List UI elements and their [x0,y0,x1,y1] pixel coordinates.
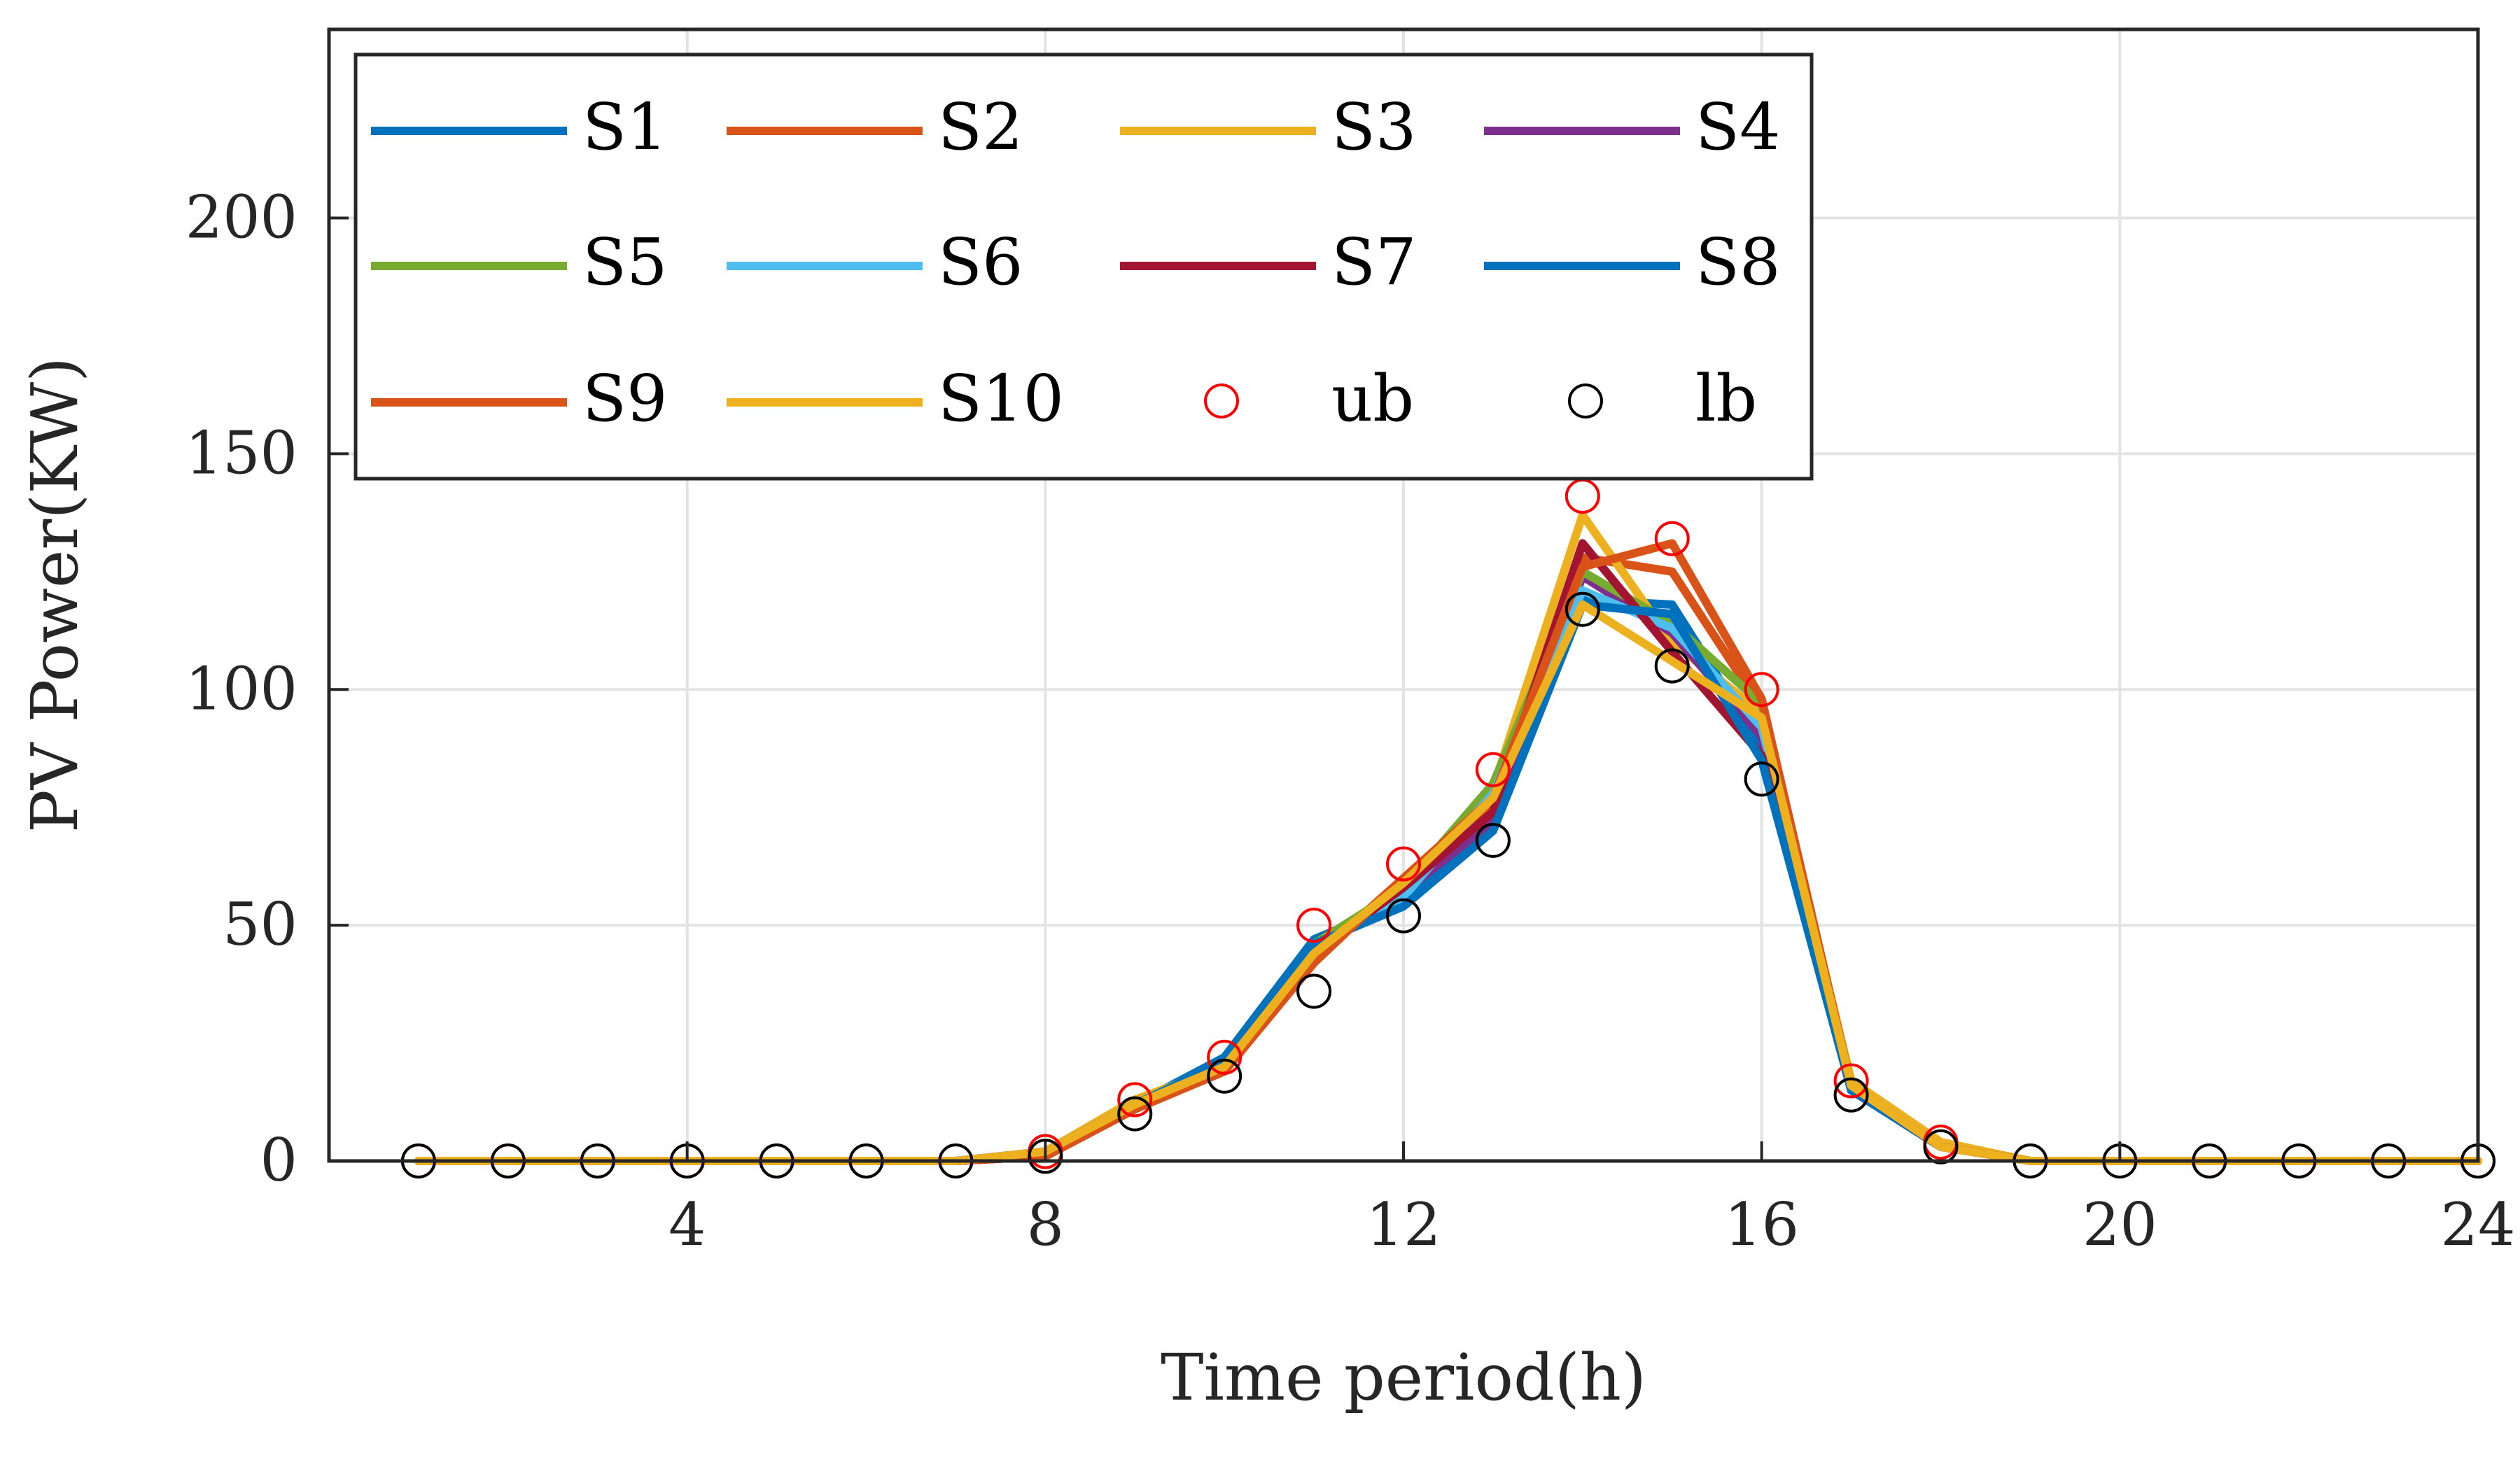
legend-label-s8: S8 [1695,225,1781,300]
legend-label-s4: S4 [1695,90,1781,164]
ub-marker [1207,1039,1242,1075]
legend-label-lb: lb [1695,361,1757,436]
ub-marker [1654,521,1690,556]
lb-marker [1207,1058,1242,1094]
x-tick-label: 4 [668,1190,706,1259]
lb-marker [1833,1077,1869,1113]
lb-marker [1923,1129,1959,1164]
lb-marker [1744,761,1779,797]
ub-marker [1833,1063,1869,1099]
ub-marker [1386,846,1421,882]
legend-label-s2: S2 [938,90,1023,164]
lb-marker [1296,973,1332,1009]
lb-marker [1028,1139,1063,1174]
lb-marker [1564,591,1600,627]
legend-label-s9: S9 [582,361,668,436]
y-tick-label: 200 [186,183,298,252]
ub-marker [1475,752,1511,787]
legend-label-s1: S1 [582,90,668,164]
ub-marker [1117,1082,1153,1118]
lb-marker [1117,1096,1153,1132]
legend-label-ub: ub [1331,361,1414,436]
legend-marker-lb [1568,383,1603,418]
x-tick-label: 8 [1027,1190,1064,1259]
legend: S1 S2 S3 S4 S5 S6 S7 S8 S9 S10 ub lb [354,52,1814,481]
y-tick-label: 50 [223,890,298,959]
x-tick-label: 24 [2441,1190,2516,1259]
y-tick-label: 150 [186,418,298,487]
ub-marker [1296,908,1332,943]
legend-label-s7: S7 [1331,225,1417,300]
x-tick-label: 12 [1366,1190,1441,1259]
x-tick-label: 20 [2082,1190,2157,1259]
legend-label-s5: S5 [582,225,668,300]
legend-marker-ub [1204,383,1239,418]
lb-marker [1386,898,1421,934]
lb-marker [1654,648,1690,684]
y-axis-label: PV Power(KW) [18,357,92,833]
lb-marker [1475,822,1511,858]
x-axis-label: Time period(h) [1161,1340,1646,1415]
y-tick-label: 0 [260,1126,298,1195]
y-tick-label: 100 [186,654,298,723]
axis-ticks: 4 8 12 16 20 24 0 50 100 150 200 [186,183,2516,1260]
legend-label-s6: S6 [938,225,1023,300]
x-tick-label: 16 [1724,1190,1799,1259]
legend-label-s10: S10 [938,361,1064,436]
legend-label-s3: S3 [1331,90,1417,164]
ub-marker [1744,672,1779,708]
